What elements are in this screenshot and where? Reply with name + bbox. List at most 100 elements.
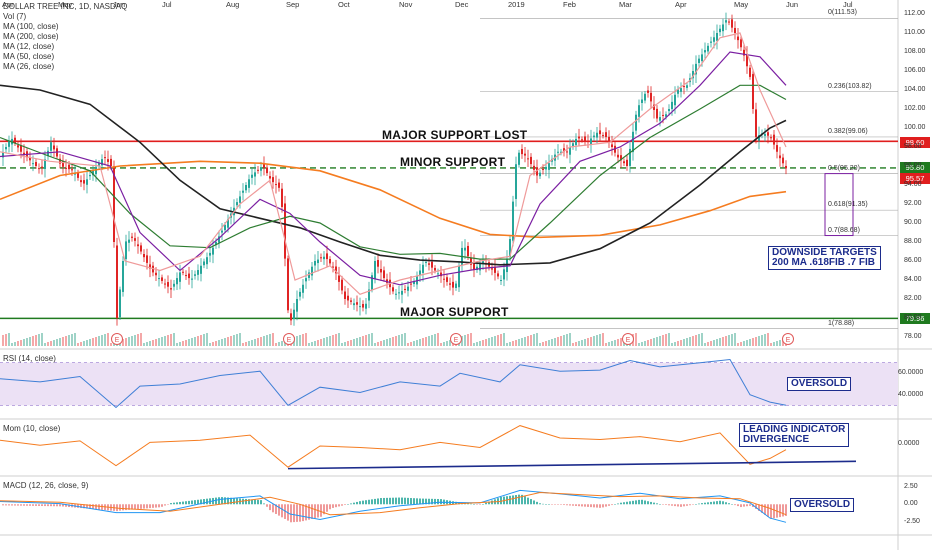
macd-histogram-bar bbox=[131, 504, 133, 510]
volume-bar bbox=[491, 337, 493, 346]
candle-body bbox=[5, 147, 7, 150]
macd-histogram-bar bbox=[716, 501, 718, 505]
price-axis-tick: 94.00 bbox=[904, 181, 922, 188]
macd-histogram-bar bbox=[281, 504, 283, 518]
macd-histogram-bar bbox=[167, 504, 169, 505]
candle-body bbox=[422, 264, 424, 273]
volume-bar bbox=[476, 342, 478, 346]
candle-body bbox=[620, 155, 622, 161]
macd-histogram-bar bbox=[224, 497, 226, 505]
volume-bar bbox=[137, 334, 139, 346]
macd-histogram-bar bbox=[29, 504, 31, 506]
volume-bar bbox=[635, 333, 637, 346]
candle-body bbox=[185, 275, 187, 277]
volume-bar bbox=[281, 341, 283, 346]
candle-body bbox=[611, 144, 613, 147]
candle-body bbox=[386, 279, 388, 283]
macd-histogram-bar bbox=[563, 504, 565, 506]
earnings-marker-label: E bbox=[454, 337, 459, 344]
volume-bar bbox=[32, 336, 34, 346]
volume-bar bbox=[620, 338, 622, 346]
macd-histogram-bar bbox=[44, 504, 46, 507]
candle-body bbox=[182, 271, 184, 273]
macd-oversold-box: OVERSOLD bbox=[790, 498, 855, 512]
candle-body bbox=[287, 258, 289, 311]
macd-histogram-bar bbox=[206, 498, 208, 505]
macd-histogram-bar bbox=[557, 504, 559, 505]
candle-body bbox=[17, 145, 19, 148]
time-axis-label: May bbox=[58, 0, 73, 9]
candle-body bbox=[770, 137, 772, 139]
macd-histogram-bar bbox=[641, 499, 643, 505]
time-axis-label: Jun bbox=[113, 0, 126, 9]
macd-histogram-bar bbox=[356, 501, 358, 505]
candle-body bbox=[305, 278, 307, 282]
volume-bar bbox=[122, 339, 124, 346]
macd-histogram-bar bbox=[401, 497, 403, 505]
macd-histogram-bar bbox=[320, 504, 322, 517]
candle-body bbox=[395, 293, 397, 295]
volume-bar bbox=[326, 337, 328, 346]
macd-histogram-bar bbox=[593, 504, 595, 508]
candle-body bbox=[728, 21, 730, 23]
volume-bar bbox=[731, 334, 733, 346]
volume-bar bbox=[416, 340, 418, 346]
volume-bar bbox=[128, 337, 130, 346]
macd-histogram-bar bbox=[560, 504, 562, 505]
volume-bar bbox=[242, 343, 244, 346]
rsi-oversold-box: OVERSOLD bbox=[787, 377, 852, 391]
macd-histogram-bar bbox=[626, 501, 628, 505]
macd-histogram-bar bbox=[698, 503, 700, 505]
macd-histogram-bar bbox=[353, 502, 355, 505]
macd-histogram-bar bbox=[431, 498, 433, 505]
volume-bar bbox=[779, 340, 781, 346]
candle-body bbox=[659, 117, 661, 121]
volume-bar bbox=[371, 333, 373, 346]
volume-bar bbox=[506, 343, 508, 346]
volume-bar bbox=[50, 341, 52, 346]
macd-histogram-bar bbox=[176, 502, 178, 505]
candle-body bbox=[344, 291, 346, 299]
price-axis-tick: 82.00 bbox=[904, 295, 922, 302]
macd-histogram-bar bbox=[422, 498, 424, 505]
downside-targets-line1: DOWNSIDE TARGETS bbox=[772, 247, 877, 258]
volume-bar bbox=[167, 335, 169, 346]
volume-bar bbox=[701, 333, 703, 346]
volume-bar bbox=[470, 333, 472, 346]
fib-level-label: 1(78.88) bbox=[828, 319, 855, 327]
macd-histogram-bar bbox=[734, 504, 736, 506]
leading-indicator-box: LEADING INDICATOR DIVERGENCE bbox=[739, 423, 850, 447]
fib-level-label: 0(111.53) bbox=[828, 9, 857, 17]
macd-histogram-bar bbox=[230, 497, 232, 505]
candle-body bbox=[539, 172, 541, 177]
candle-body bbox=[293, 309, 295, 320]
volume-bar bbox=[644, 341, 646, 346]
macd-histogram-bar bbox=[743, 504, 745, 507]
candle-body bbox=[47, 150, 49, 157]
candle-body bbox=[698, 58, 700, 63]
time-axis-label: Sep bbox=[286, 0, 300, 9]
volume-bar bbox=[614, 340, 616, 346]
candle-body bbox=[29, 157, 31, 161]
volume-bar bbox=[482, 340, 484, 346]
candle-body bbox=[155, 272, 157, 276]
volume-bar bbox=[740, 342, 742, 346]
price-tag-major-support-lost: 98.60 bbox=[900, 137, 930, 148]
volume-bar bbox=[638, 343, 640, 346]
volume-bar bbox=[599, 334, 601, 346]
macd-histogram-bar bbox=[509, 495, 511, 505]
volume-bar bbox=[530, 335, 532, 346]
volume-bar bbox=[170, 334, 172, 346]
price-axis-tick: 100.00 bbox=[904, 124, 926, 131]
fib-level-label: 0.618(91.35) bbox=[828, 201, 868, 209]
macd-histogram-bar bbox=[338, 504, 340, 507]
volume-bar bbox=[521, 338, 523, 346]
time-axis-label: Jul bbox=[843, 0, 853, 9]
volume-bar bbox=[56, 339, 58, 346]
volume-bar bbox=[752, 338, 754, 346]
volume-bar bbox=[269, 334, 271, 346]
volume-bar bbox=[110, 343, 112, 346]
candle-body bbox=[722, 24, 724, 32]
candle-body bbox=[590, 138, 592, 145]
